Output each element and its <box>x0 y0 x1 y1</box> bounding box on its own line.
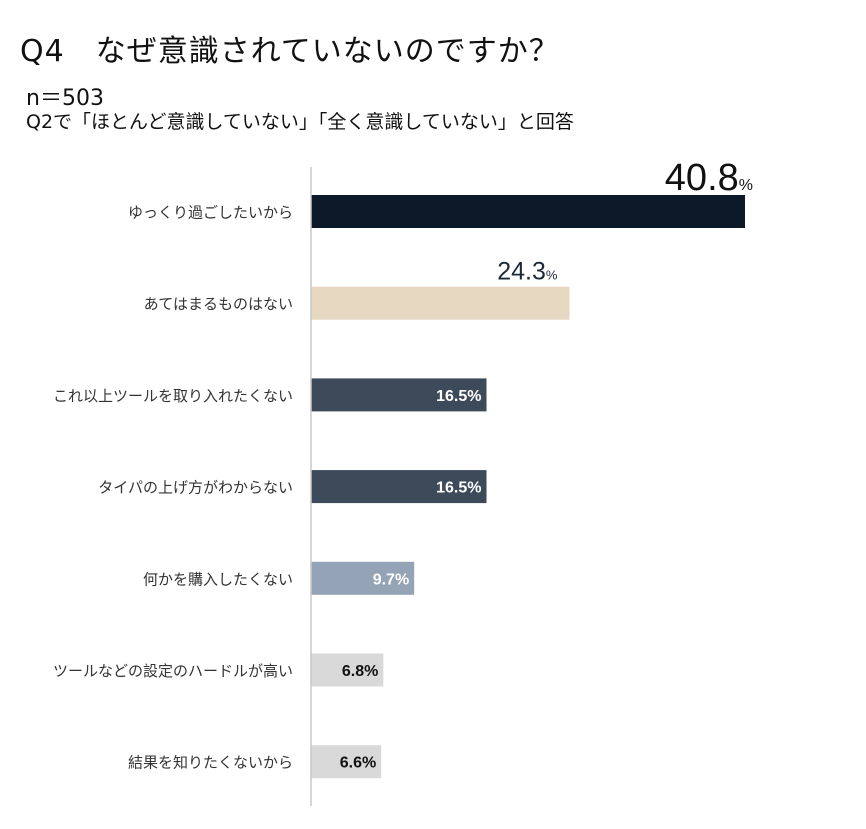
category-label-3: これ以上ツールを取り入れたくない <box>53 387 293 405</box>
category-label-2: あてはまるものはない <box>144 295 293 313</box>
value-label-1: 40.8% <box>665 157 753 199</box>
category-label-4: タイパの上げ方がわからない <box>98 479 293 497</box>
bar-3 <box>311 378 487 412</box>
value-label-4: 16.5% <box>436 480 481 497</box>
respondent-note: Q2で「ほとんど意識していない」「全く意識していない」と回答 <box>26 111 574 133</box>
bar-2 <box>311 286 570 320</box>
value-label-3: 16.5% <box>436 388 481 405</box>
bar-6 <box>311 653 384 687</box>
category-label-7: 結果を知りたくないから <box>128 754 293 772</box>
value-label-6: 6.8% <box>342 663 378 680</box>
bar-7 <box>311 745 382 779</box>
category-label-5: 何かを購入したくない <box>143 570 293 588</box>
bar-5 <box>311 561 415 595</box>
chart-title: Q4 なぜ意識されていないのですか？ <box>20 34 560 69</box>
bar-4 <box>311 470 487 504</box>
value-label-5: 9.7% <box>373 571 409 588</box>
bar-1 <box>311 195 745 228</box>
value-label-2: 24.3% <box>497 258 558 286</box>
category-label-1: ゆっくり過ごしたいから <box>128 204 293 222</box>
category-label-6: ツールなどの設定のハードルが高い <box>53 662 293 680</box>
sample-size: n＝503 <box>26 86 104 111</box>
value-label-7: 6.6% <box>340 755 376 772</box>
